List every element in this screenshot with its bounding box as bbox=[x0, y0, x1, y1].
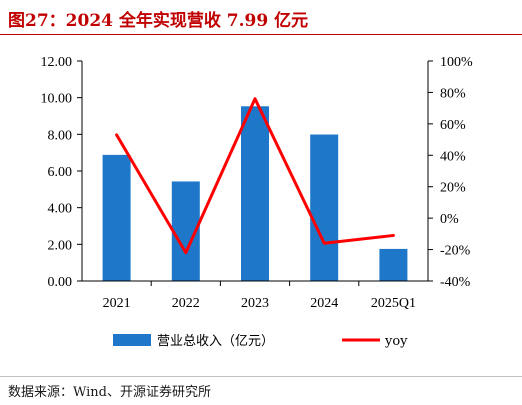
source-divider bbox=[0, 376, 522, 377]
left-tick-label: 2.00 bbox=[48, 238, 73, 253]
right-tick-label: 60% bbox=[440, 118, 466, 133]
legend-line-label: yoy bbox=[384, 334, 408, 349]
legend-bar-swatch bbox=[113, 334, 151, 346]
title-divider bbox=[0, 34, 522, 35]
left-tick-label: 12.00 bbox=[41, 55, 73, 70]
right-tick-label: 40% bbox=[440, 149, 466, 164]
bar-2025q1 bbox=[379, 248, 408, 281]
axes bbox=[77, 60, 433, 286]
right-tick-label: 80% bbox=[440, 86, 466, 101]
bar-series bbox=[102, 106, 408, 282]
right-tick-label: 0% bbox=[440, 212, 459, 227]
legend: 营业总收入（亿元） yoy bbox=[113, 334, 408, 349]
left-tick-label: 0.00 bbox=[48, 275, 73, 290]
right-tick-label: 100% bbox=[440, 55, 473, 70]
bar-2021 bbox=[102, 154, 131, 281]
left-tick-label: 8.00 bbox=[48, 128, 73, 143]
tick-labels: 0.00 2.00 4.00 6.00 8.00 10.00 12.00 -40% -20% 0%… bbox=[41, 55, 474, 311]
right-tick-label: -40% bbox=[440, 275, 471, 290]
right-tick-label: 20% bbox=[440, 181, 466, 196]
left-tick-label: 10.00 bbox=[41, 92, 73, 107]
legend-bar-label: 营业总收入（亿元） bbox=[157, 334, 274, 349]
x-tick-label: 2021 bbox=[103, 296, 131, 311]
left-tick-label: 4.00 bbox=[48, 202, 73, 217]
x-tick-label: 2022 bbox=[172, 296, 200, 311]
x-tick-label: 2024 bbox=[310, 296, 338, 311]
bar-2023 bbox=[241, 106, 269, 282]
source-note: 数据来源：Wind、开源证券研究所 bbox=[8, 385, 211, 400]
right-tick-label: -20% bbox=[440, 244, 471, 259]
bar-2024 bbox=[310, 134, 339, 281]
x-tick-label: 2023 bbox=[241, 296, 269, 311]
figure-title: 图27：2024 全年实现营收 7.99 亿元 bbox=[8, 11, 309, 31]
yoy-series bbox=[115, 97, 395, 255]
left-tick-label: 6.00 bbox=[48, 165, 73, 180]
x-tick-label: 2025Q1 bbox=[371, 296, 416, 311]
